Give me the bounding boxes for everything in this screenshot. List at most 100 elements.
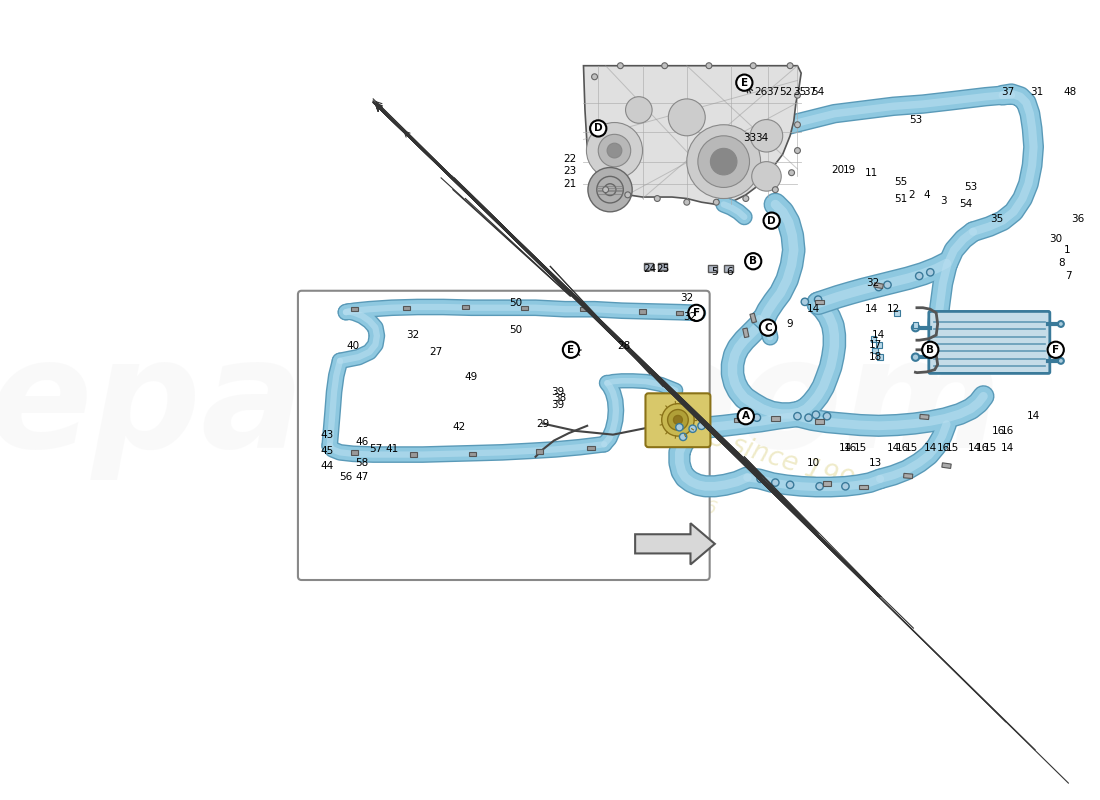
Text: 35: 35	[793, 86, 806, 97]
Text: D: D	[594, 123, 603, 134]
Circle shape	[812, 411, 820, 418]
Circle shape	[689, 305, 704, 321]
Text: 4: 4	[923, 190, 930, 200]
Text: 14: 14	[872, 330, 886, 340]
Circle shape	[697, 422, 705, 430]
Text: 16: 16	[1001, 426, 1014, 436]
Bar	[872, 347, 878, 354]
Circle shape	[1047, 342, 1064, 358]
Bar	[351, 450, 359, 454]
Circle shape	[816, 482, 823, 490]
Text: 27: 27	[429, 347, 442, 357]
Circle shape	[1058, 321, 1064, 327]
Circle shape	[597, 176, 624, 203]
Text: 15: 15	[905, 443, 918, 453]
Text: 6: 6	[726, 267, 733, 278]
Text: 51: 51	[894, 194, 908, 203]
Circle shape	[697, 136, 749, 187]
Circle shape	[668, 410, 689, 430]
Text: 16: 16	[991, 426, 1004, 436]
Text: a passion for parts since 1996: a passion for parts since 1996	[433, 410, 719, 518]
Circle shape	[823, 413, 830, 420]
Text: 12: 12	[887, 304, 900, 314]
Circle shape	[586, 122, 642, 178]
Text: 14: 14	[1027, 411, 1041, 421]
Circle shape	[711, 148, 737, 175]
Circle shape	[750, 119, 783, 152]
Text: D: D	[768, 216, 776, 226]
Bar	[520, 306, 528, 310]
Bar	[903, 474, 913, 478]
Text: B: B	[926, 345, 934, 354]
Circle shape	[842, 482, 849, 490]
Text: 57: 57	[368, 444, 382, 454]
Text: 16: 16	[844, 443, 857, 453]
Circle shape	[714, 199, 719, 205]
Circle shape	[592, 74, 597, 80]
Circle shape	[760, 319, 777, 336]
Text: 41: 41	[385, 444, 398, 454]
Text: 50: 50	[509, 325, 522, 335]
Text: 1: 1	[1064, 245, 1070, 255]
Bar	[536, 450, 543, 454]
Circle shape	[706, 62, 712, 69]
Bar	[580, 307, 587, 311]
Circle shape	[912, 354, 920, 361]
Text: 32: 32	[406, 330, 419, 340]
Bar	[658, 262, 667, 270]
Circle shape	[788, 62, 793, 69]
Circle shape	[1058, 358, 1064, 364]
Circle shape	[814, 296, 822, 303]
Text: 37: 37	[803, 86, 816, 97]
Text: 44: 44	[320, 461, 333, 470]
Circle shape	[745, 253, 761, 270]
Text: 19: 19	[843, 166, 856, 175]
Text: 21: 21	[563, 178, 576, 189]
Circle shape	[763, 213, 780, 229]
Circle shape	[772, 186, 779, 193]
Text: E: E	[568, 345, 574, 354]
Text: 25: 25	[657, 264, 670, 274]
Circle shape	[598, 134, 630, 166]
Circle shape	[801, 298, 808, 306]
Text: 26: 26	[754, 86, 767, 97]
Text: 14: 14	[924, 443, 937, 453]
Circle shape	[926, 269, 934, 276]
Text: 23: 23	[563, 166, 576, 176]
Text: 50: 50	[509, 298, 522, 308]
Text: 43: 43	[320, 430, 333, 440]
Circle shape	[675, 423, 683, 431]
Bar	[920, 414, 929, 419]
Circle shape	[750, 62, 756, 69]
Text: 18: 18	[868, 352, 881, 362]
Bar	[742, 328, 749, 338]
Circle shape	[738, 408, 754, 424]
Circle shape	[603, 186, 608, 193]
Text: 14: 14	[807, 304, 821, 314]
Text: 11: 11	[865, 168, 878, 178]
Text: 15: 15	[854, 443, 867, 453]
Bar	[708, 265, 717, 272]
Bar	[815, 419, 824, 423]
Bar	[644, 262, 652, 270]
Circle shape	[789, 170, 794, 176]
Bar	[750, 314, 757, 323]
Text: a passion for parts since 1996: a passion for parts since 1996	[486, 354, 873, 501]
Bar	[876, 342, 881, 347]
Text: 47: 47	[355, 473, 368, 482]
Text: E: E	[740, 78, 748, 88]
Text: B: B	[749, 256, 757, 266]
Circle shape	[686, 125, 760, 198]
Text: 32: 32	[680, 293, 693, 303]
Text: 16: 16	[937, 443, 950, 453]
Bar	[587, 446, 595, 450]
Text: 5: 5	[711, 267, 717, 278]
Bar	[823, 481, 832, 486]
Bar	[815, 300, 824, 304]
Circle shape	[689, 425, 696, 433]
Bar	[403, 306, 410, 310]
Circle shape	[794, 92, 801, 98]
FancyBboxPatch shape	[298, 290, 710, 580]
Bar	[734, 418, 742, 422]
FancyBboxPatch shape	[928, 311, 1049, 374]
